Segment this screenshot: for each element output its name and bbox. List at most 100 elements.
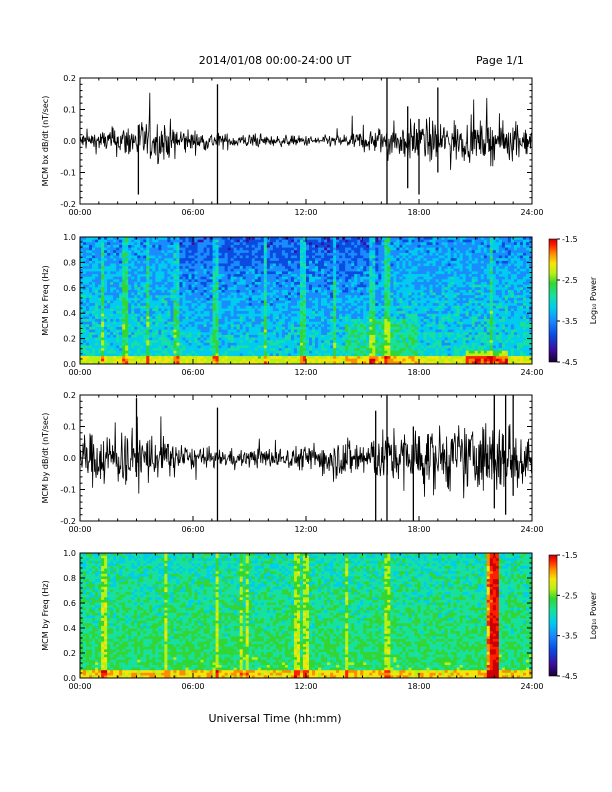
spectrogram-cell bbox=[206, 242, 210, 246]
spectrogram-cell bbox=[155, 289, 159, 293]
spectrogram-cell bbox=[369, 305, 373, 309]
spectrogram-cell bbox=[140, 297, 144, 301]
spectrogram-cell bbox=[125, 305, 129, 309]
spectrogram-cell bbox=[354, 340, 358, 344]
spectrogram-cell bbox=[170, 271, 174, 275]
spectrogram-cell bbox=[164, 329, 168, 333]
spectrogram-cell bbox=[89, 342, 93, 346]
spectrogram-cell bbox=[185, 305, 189, 309]
x-tick-label: 00:00 bbox=[68, 208, 91, 217]
spectrogram-cell bbox=[122, 329, 126, 333]
spectrogram-cell bbox=[221, 258, 226, 262]
spectrogram-cell bbox=[116, 284, 120, 288]
spectrogram-cell bbox=[83, 268, 87, 272]
spectrogram-cell bbox=[248, 311, 253, 315]
spectrogram-cell bbox=[309, 287, 313, 291]
spectrogram-cell bbox=[345, 348, 349, 352]
spectrogram-cell bbox=[203, 260, 207, 264]
spectrogram-cell bbox=[284, 295, 289, 299]
spectrogram-cell bbox=[236, 340, 241, 344]
spectrogram-cell bbox=[104, 252, 108, 256]
spectrogram-cell bbox=[83, 324, 87, 328]
spectrogram-cell bbox=[296, 287, 301, 291]
spectrogram-cell bbox=[104, 321, 108, 325]
spectrogram-cell bbox=[95, 353, 99, 357]
spectrogram-cell bbox=[378, 311, 382, 315]
spectrogram-cell bbox=[212, 274, 216, 278]
spectrogram-cell bbox=[143, 263, 147, 267]
spectrogram-cell bbox=[128, 321, 132, 325]
spectrogram-cell bbox=[113, 316, 117, 320]
spectrogram-cell bbox=[236, 287, 241, 291]
spectrogram-cell bbox=[302, 297, 307, 301]
spectrogram-cell bbox=[357, 303, 361, 307]
spectrogram-cell bbox=[110, 316, 114, 320]
spectrogram-cell bbox=[179, 305, 183, 309]
spectrogram-cell bbox=[134, 329, 138, 333]
spectrogram-cell bbox=[293, 255, 298, 259]
spectrogram-cell bbox=[128, 340, 132, 344]
spectrogram-cell bbox=[290, 271, 295, 275]
spectrogram-cell bbox=[92, 324, 96, 328]
spectrogram-cell bbox=[281, 353, 286, 357]
spectrogram-cell bbox=[378, 332, 382, 336]
spectrogram-cell bbox=[98, 247, 102, 251]
spectrogram-cell bbox=[251, 303, 256, 307]
spectrogram-cell bbox=[200, 303, 204, 307]
spectrogram-cell bbox=[128, 247, 132, 251]
spectrogram-cell bbox=[215, 305, 220, 309]
spectrogram-cell bbox=[372, 252, 376, 256]
spectrogram-cell bbox=[188, 313, 192, 317]
spectrogram-cell bbox=[293, 252, 298, 256]
spectrogram-cell bbox=[188, 287, 192, 291]
spectrogram-cell bbox=[158, 274, 162, 278]
spectrogram-cell bbox=[143, 295, 147, 299]
spectrogram-cell bbox=[173, 311, 177, 315]
spectrogram-cell bbox=[206, 358, 210, 362]
spectrogram-cell bbox=[149, 260, 153, 264]
spectrogram-cell bbox=[339, 297, 343, 301]
spectrogram-cell bbox=[152, 289, 156, 293]
spectrogram-cell bbox=[179, 319, 183, 323]
spectrogram-cell bbox=[245, 276, 250, 280]
spectrogram-cell bbox=[327, 348, 331, 352]
spectrogram-cell bbox=[269, 332, 274, 336]
spectrogram-cell bbox=[302, 295, 307, 299]
spectrogram-cell bbox=[287, 289, 292, 293]
spectrogram-cell bbox=[167, 356, 171, 360]
spectrogram-cell bbox=[146, 340, 150, 344]
spectrogram-cell bbox=[327, 271, 331, 275]
spectrogram-cell bbox=[137, 345, 141, 349]
spectrogram-cell bbox=[224, 258, 229, 262]
spectrogram-cell bbox=[128, 276, 132, 280]
spectrogram-cell bbox=[89, 284, 93, 288]
spectrogram-cell bbox=[342, 242, 346, 246]
spectrogram-cell bbox=[239, 316, 244, 320]
spectrogram-cell bbox=[236, 281, 241, 286]
spectrogram-cell bbox=[278, 244, 283, 248]
spectrogram-cell bbox=[342, 316, 346, 320]
spectrogram-cell bbox=[125, 324, 129, 328]
spectrogram-cell bbox=[360, 316, 364, 320]
spectrogram-cell bbox=[158, 239, 162, 243]
spectrogram-cell bbox=[230, 319, 235, 323]
spectrogram-cell bbox=[339, 263, 343, 267]
spectrogram-cell bbox=[260, 319, 265, 323]
spectrogram-cell bbox=[227, 271, 232, 275]
spectrogram-cell bbox=[369, 287, 373, 291]
spectrogram-cell bbox=[98, 337, 102, 341]
spectrogram-cell bbox=[164, 332, 168, 336]
spectrogram-cell bbox=[218, 348, 223, 352]
spectrogram-cell bbox=[339, 284, 343, 288]
spectrogram-cell bbox=[345, 340, 349, 344]
spectrogram-cell bbox=[287, 337, 292, 341]
spectrogram-cell bbox=[188, 268, 192, 272]
spectrogram-cell bbox=[140, 287, 144, 291]
spectrogram-cell bbox=[158, 350, 162, 354]
spectrogram-cell bbox=[212, 268, 216, 272]
spectrogram-cell bbox=[116, 252, 120, 256]
spectrogram-cell bbox=[302, 263, 307, 267]
spectrogram-cell bbox=[287, 324, 292, 328]
spectrogram-cell bbox=[137, 247, 141, 251]
spectrogram-cell bbox=[137, 353, 141, 357]
